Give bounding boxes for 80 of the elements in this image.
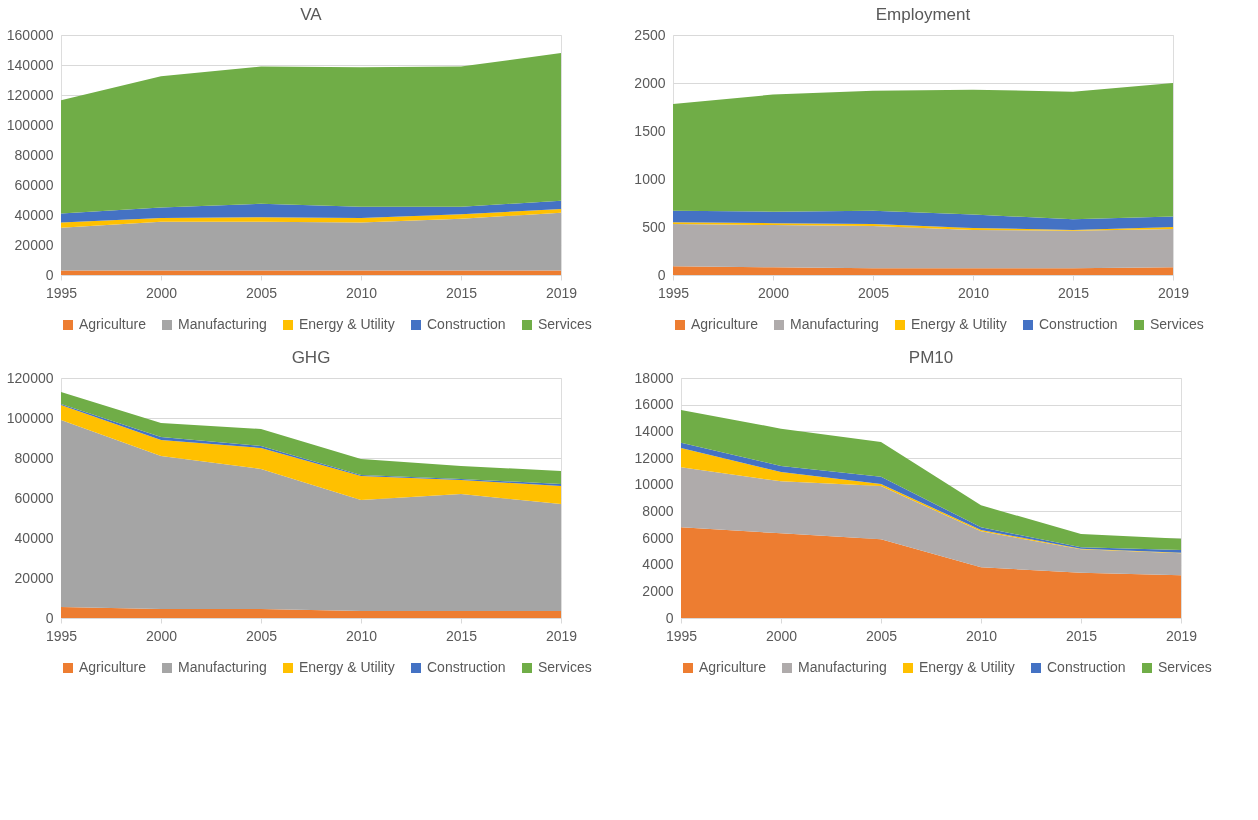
x-tick-label: 2019 [1157, 284, 1190, 301]
legend-label: Agriculture [79, 316, 147, 332]
y-tick-label: 20000 [14, 569, 54, 586]
y-tick-label: 1500 [634, 122, 666, 139]
x-tick-label: 2010 [345, 284, 378, 301]
x-tick-label: 2010 [345, 627, 378, 644]
legend-label: Energy & Utility [299, 316, 395, 332]
y-tick-label: 100000 [6, 116, 54, 133]
legend-label: Construction [1047, 659, 1126, 675]
legend-label: Manufacturing [790, 316, 879, 332]
x-tick-label: 2000 [145, 284, 178, 301]
y-tick-label: 40000 [14, 529, 54, 546]
legend-label: Agriculture [79, 659, 147, 675]
y-tick-label: 80000 [14, 146, 54, 163]
y-tick-label: 14000 [634, 422, 674, 439]
legend-label: Construction [1039, 316, 1118, 332]
x-tick-label: 2000 [765, 627, 798, 644]
y-tick-label: 120000 [6, 86, 54, 103]
x-tick-label: 2005 [245, 284, 278, 301]
legend-label: Agriculture [699, 659, 767, 675]
x-tick-label: 2015 [445, 627, 478, 644]
legend-label: Energy & Utility [911, 316, 1007, 332]
y-tick-label: 2000 [642, 582, 674, 599]
y-tick-label: 80000 [14, 449, 54, 466]
legend-label: Energy & Utility [299, 659, 395, 675]
x-tick-label: 1995 [657, 284, 690, 301]
x-tick-label: 2015 [445, 284, 478, 301]
y-tick-label: 2500 [634, 26, 666, 43]
x-tick-label: 2000 [757, 284, 790, 301]
x-tick-label: 1995 [665, 627, 698, 644]
x-tick-label: 2005 [865, 627, 898, 644]
y-tick-label: 2000 [634, 74, 666, 91]
x-tick-label: 2015 [1065, 627, 1098, 644]
legend-label: Manufacturing [178, 659, 267, 675]
legend-label: Services [538, 316, 592, 332]
legend-label: Construction [427, 316, 506, 332]
y-tick-label: 10000 [634, 476, 674, 493]
x-tick-label: 2010 [965, 627, 998, 644]
y-tick-label: 16000 [634, 396, 674, 413]
y-tick-label: 0 [45, 266, 54, 283]
y-tick-label: 60000 [14, 489, 54, 506]
y-tick-label: 12000 [634, 449, 674, 466]
chart-title: PM10 [908, 348, 954, 367]
x-tick-label: 2010 [957, 284, 990, 301]
x-tick-label: 2019 [545, 284, 578, 301]
legend-label: Services [1158, 659, 1212, 675]
y-tick-label: 500 [642, 218, 666, 235]
y-tick-label: 1000 [634, 170, 666, 187]
y-tick-label: 6000 [642, 529, 674, 546]
y-tick-label: 140000 [6, 56, 54, 73]
y-tick-label: 0 [45, 609, 54, 626]
x-tick-label: 2000 [145, 627, 178, 644]
y-tick-label: 20000 [14, 236, 54, 253]
legend-label: Construction [427, 659, 506, 675]
legend-label: Services [538, 659, 592, 675]
chart-title: Employment [875, 5, 971, 24]
x-tick-label: 1995 [45, 284, 78, 301]
y-tick-label: 8000 [642, 502, 674, 519]
y-tick-label: 40000 [14, 206, 54, 223]
y-tick-label: 0 [657, 266, 666, 283]
y-tick-label: 160000 [6, 26, 54, 43]
y-tick-label: 4000 [642, 556, 674, 573]
y-tick-label: 18000 [634, 369, 674, 386]
legend-label: Agriculture [691, 316, 759, 332]
legend-label: Manufacturing [798, 659, 887, 675]
x-tick-label: 2005 [245, 627, 278, 644]
x-tick-label: 2019 [545, 627, 578, 644]
x-tick-label: 1995 [45, 627, 78, 644]
legend-label: Energy & Utility [919, 659, 1015, 675]
x-tick-label: 2015 [1057, 284, 1090, 301]
legend-label: Manufacturing [178, 316, 267, 332]
y-tick-label: 0 [665, 609, 674, 626]
y-tick-label: 120000 [6, 369, 54, 386]
y-tick-label: 100000 [6, 409, 54, 426]
chart-title: GHG [291, 348, 331, 367]
chart-title: VA [300, 5, 323, 24]
y-tick-label: 60000 [14, 176, 54, 193]
x-tick-label: 2005 [857, 284, 890, 301]
x-tick-label: 2019 [1165, 627, 1198, 644]
legend-label: Services [1150, 316, 1204, 332]
